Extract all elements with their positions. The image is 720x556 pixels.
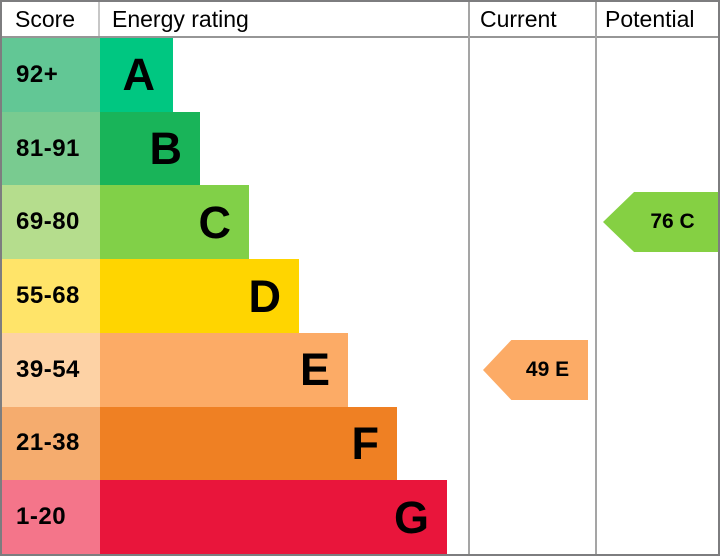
- band-score-g: 1-20: [2, 480, 100, 554]
- band-bar-d: D: [100, 259, 299, 333]
- band-score-c: 69-80: [2, 185, 100, 260]
- header-current: Current: [480, 5, 557, 32]
- header-energy-rating: Energy rating: [112, 5, 249, 32]
- potential-rating-label: 76 C: [650, 210, 695, 233]
- current-rating-label: 49 E: [525, 358, 570, 381]
- band-bar-e: E: [100, 332, 348, 407]
- band-row-g: 1-20 G: [2, 480, 718, 554]
- column-divider-current: [468, 2, 470, 554]
- band-row-f: 21-38 F: [2, 406, 718, 481]
- column-divider-potential: [595, 2, 597, 554]
- band-bar-b: B: [100, 111, 200, 186]
- band-row-c: 69-80 C: [2, 185, 718, 260]
- band-row-b: 81-91 B: [2, 111, 718, 186]
- header-potential: Potential: [605, 5, 695, 32]
- band-score-d: 55-68: [2, 259, 100, 333]
- band-bar-f: F: [100, 406, 397, 481]
- band-row-e: 39-54 E: [2, 332, 718, 407]
- band-rows: 92+ A 81-91 B 69-80 C 55-68 D 39-54 E 21…: [2, 38, 718, 554]
- band-row-a: 92+ A: [2, 38, 718, 112]
- band-score-a: 92+: [2, 38, 100, 112]
- band-bar-c: C: [100, 185, 249, 260]
- band-score-e: 39-54: [2, 332, 100, 407]
- band-row-d: 55-68 D: [2, 259, 718, 333]
- band-bar-a: A: [100, 38, 173, 112]
- band-score-b: 81-91: [2, 111, 100, 186]
- band-score-f: 21-38: [2, 406, 100, 481]
- band-bar-g: G: [100, 480, 447, 554]
- header-row: Score Energy rating Current Potential: [2, 2, 718, 38]
- header-score: Score: [2, 2, 100, 36]
